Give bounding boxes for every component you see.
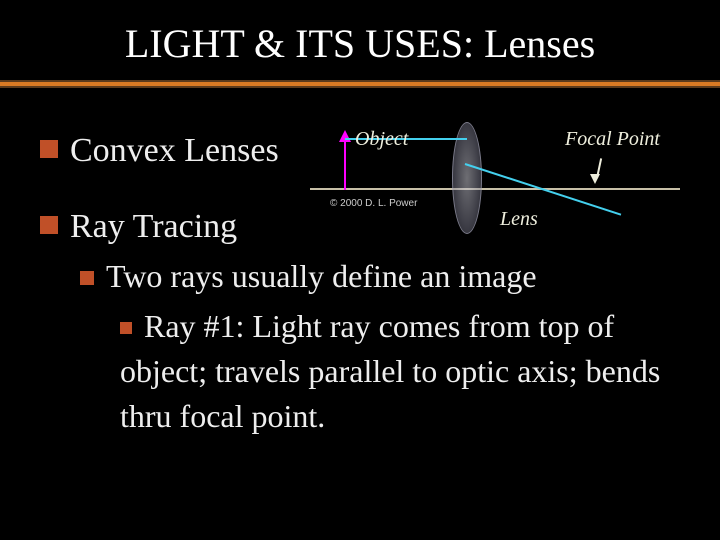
lens-diagram: Object Focal Point Lens © 2000 D. L. Pow… (310, 110, 690, 238)
bullet-icon (40, 216, 58, 234)
focal-point-pointer-icon (588, 156, 604, 184)
bullet-icon (40, 140, 58, 158)
bullet-two-rays: Two rays usually define an image (80, 258, 537, 295)
bullet-text: Two rays usually define an image (106, 258, 537, 294)
label-object: Object (355, 128, 408, 151)
object-arrow (344, 140, 346, 190)
bullet-ray-tracing: Ray Tracing (40, 208, 237, 246)
bullet-ray-1: Ray #1: Light ray comes from top of obje… (120, 304, 680, 438)
bullet-text: Convex Lenses (70, 132, 279, 169)
bullet-icon (80, 271, 94, 285)
label-lens: Lens (500, 208, 538, 231)
label-focal-point: Focal Point (565, 128, 660, 151)
bullet-icon (120, 322, 132, 334)
bullet-text: Ray #1: Light ray comes from top of obje… (120, 308, 660, 434)
bullet-convex-lenses: Convex Lenses (40, 132, 279, 170)
bullet-text: Ray Tracing (70, 208, 237, 245)
diagram-copyright: © 2000 D. L. Power (330, 198, 417, 209)
title-divider (0, 80, 720, 88)
slide-title: LIGHT & ITS USES: Lenses (0, 20, 720, 67)
optic-axis (310, 188, 680, 190)
